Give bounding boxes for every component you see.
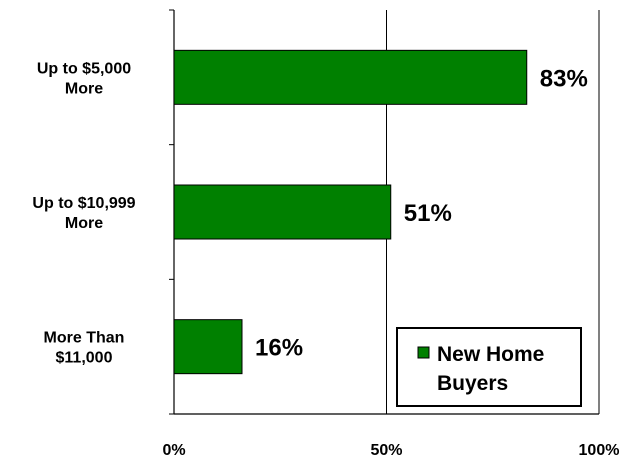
category-label-2-line-0: More Than: [44, 330, 125, 347]
legend-swatch: [418, 347, 429, 358]
category-label-1-line-1: More: [65, 215, 103, 232]
x-axis-tick-labels: 0% 50% 100%: [162, 442, 619, 459]
data-label-1: 51%: [404, 200, 452, 227]
legend-label-line-1: New Home: [437, 343, 544, 366]
category-label-0-line-1: More: [65, 80, 103, 97]
bar-1: [174, 185, 391, 239]
category-label-1: Up to $10,999 More: [32, 195, 135, 232]
category-label-0: Up to $5,000 More: [37, 60, 131, 97]
bars: [174, 50, 527, 373]
category-label-1-line-0: Up to $10,999: [32, 195, 135, 212]
legend-label-line-2: Buyers: [437, 372, 508, 395]
x-tick-label-1: 50%: [370, 442, 402, 459]
category-label-0-line-0: Up to $5,000: [37, 60, 131, 77]
category-label-2: More Than $11,000: [44, 330, 125, 367]
data-label-0: 83%: [540, 65, 588, 92]
x-tick-label-2: 100%: [579, 442, 620, 459]
category-labels: Up to $5,000 More Up to $10,999 More More Th…: [32, 60, 135, 366]
data-label-2: 16%: [255, 335, 303, 362]
x-tick-label-0: 0%: [162, 442, 185, 459]
y-axis-ticks: [169, 10, 174, 414]
legend: New Home Buyers: [397, 328, 581, 406]
bar-0: [174, 50, 527, 104]
bar-2: [174, 320, 242, 374]
category-label-2-line-1: $11,000: [56, 350, 113, 367]
